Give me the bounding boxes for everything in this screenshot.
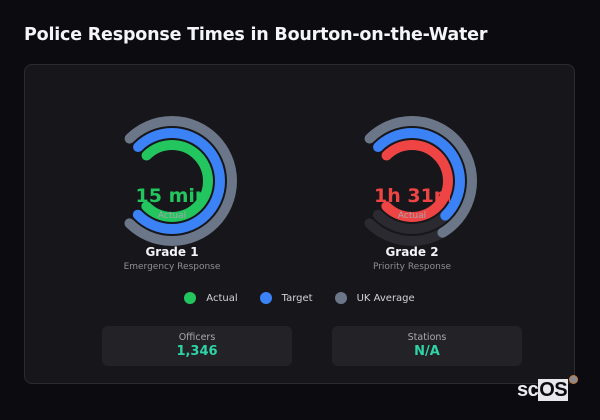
stat-label: Stations <box>407 332 447 343</box>
grade-description: Emergency Response <box>123 262 221 272</box>
legend-label: Actual <box>206 292 238 304</box>
legend-dot-icon <box>334 292 347 304</box>
legend-item-actual: Actual <box>184 292 238 304</box>
stat-officers: Officers 1,346 <box>102 326 292 366</box>
actual-value: 1h 31m <box>374 185 450 207</box>
legend-dot-icon <box>184 292 197 304</box>
legend: Actual Target UK Average <box>25 292 574 304</box>
page-title: Police Response Times in Bourton-on-the-… <box>24 25 488 45</box>
legend-label: Target <box>281 292 313 304</box>
actual-ring <box>371 140 453 222</box>
stat-value: 1,346 <box>176 344 218 359</box>
legend-dot-icon <box>259 292 272 304</box>
logo-prefix: sc <box>517 379 539 401</box>
uk-average-ring <box>347 115 477 246</box>
grade-title: Grade 2 <box>385 245 439 259</box>
grade-description: Priority Response <box>372 262 452 272</box>
legend-label: UK Average <box>356 292 415 304</box>
actual-ring <box>131 140 213 222</box>
radial-rings-chart <box>347 115 477 246</box>
registered-icon <box>569 375 578 384</box>
actual-value: 15 min <box>135 185 209 207</box>
stat-label: Officers <box>178 332 216 343</box>
gauge-grade-2: 1h 31m Actual Grade 2 Priority Response <box>332 101 492 301</box>
grade-title: Grade 1 <box>145 245 199 259</box>
actual-label: Actual <box>157 211 187 221</box>
uk-average-ring <box>106 115 237 246</box>
actual-label: Actual <box>397 211 427 221</box>
legend-item-target: Target <box>259 292 313 304</box>
target-ring <box>119 128 225 234</box>
logo-suffix: OS <box>538 379 569 401</box>
radial-rings-chart <box>106 115 237 246</box>
scos-logo: scOS <box>517 375 578 402</box>
stat-value: N/A <box>414 344 440 359</box>
gauge-grade-1: 15 min Actual Grade 1 Emergency Response <box>92 101 252 301</box>
stat-stations: Stations N/A <box>332 326 522 366</box>
target-ring <box>359 128 465 234</box>
response-times-card: 15 min Actual Grade 1 Emergency Response… <box>24 64 575 384</box>
legend-item-uk-average: UK Average <box>334 292 415 304</box>
